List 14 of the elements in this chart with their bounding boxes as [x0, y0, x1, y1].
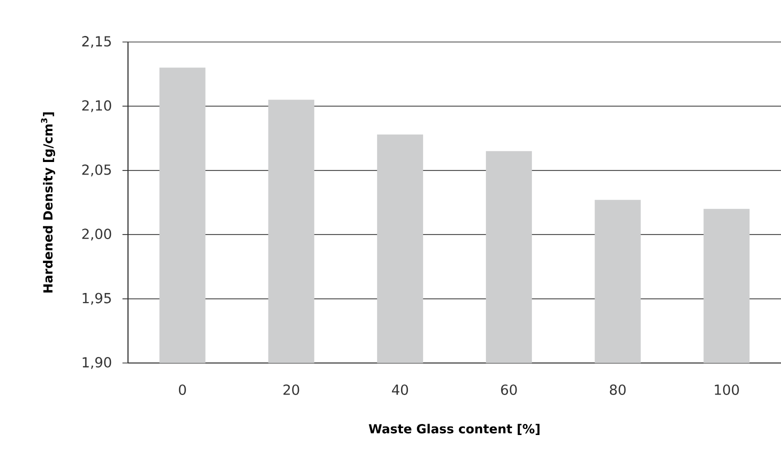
y-tick-label: 1,90 — [82, 357, 112, 369]
y-tick-label: 1,95 — [82, 292, 111, 305]
x-tick-label: 100 — [714, 384, 739, 395]
y-tick-label: 2,00 — [82, 228, 112, 241]
y-tick-label: 2,05 — [82, 164, 111, 176]
x-tick-label: 60 — [501, 384, 517, 395]
x-tick-label: 20 — [283, 384, 300, 395]
x-tick-label: 80 — [610, 384, 626, 395]
x-tick-label: 0 — [178, 384, 186, 395]
x-tick-label: 40 — [392, 384, 408, 395]
y-axis-title: Hardened Density [g/cm$^{3}$] — [40, 112, 56, 292]
y-tick-label: 2,10 — [82, 100, 112, 112]
x-axis-title: Waste Glass content [%] — [368, 424, 540, 435]
y-tick-label: 2,15 — [82, 36, 111, 48]
